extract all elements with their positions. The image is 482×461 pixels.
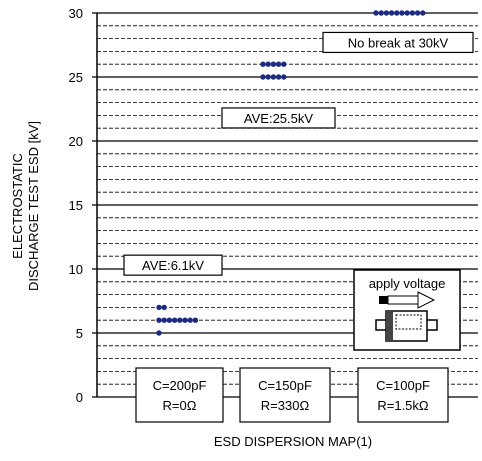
apply-voltage-label: apply voltage xyxy=(369,276,446,291)
annotations: AVE:6.1kV AVE:25.5kV No break at 30kV xyxy=(123,31,474,276)
data-point xyxy=(420,10,426,16)
category-resistance-label: R=0Ω xyxy=(163,398,197,413)
data-point xyxy=(394,10,400,16)
data-point xyxy=(187,317,193,323)
data-point xyxy=(177,317,183,323)
data-point xyxy=(409,10,416,16)
category-boxes: C=200pF R=0Ω C=150pF R=330Ω C=100pF R=1.5kΩ xyxy=(135,367,449,423)
data-point xyxy=(378,10,384,16)
data-point xyxy=(166,317,173,323)
y-tick-label: 20 xyxy=(69,134,83,149)
data-point xyxy=(192,317,199,323)
data-point xyxy=(265,74,271,80)
category-capacitance-label: C=100pF xyxy=(376,378,430,393)
data-point xyxy=(388,10,395,16)
y-tick-label: 5 xyxy=(76,326,83,341)
y-tick-label: 30 xyxy=(69,6,83,21)
annotation-label: AVE:6.1kV xyxy=(142,258,204,273)
y-axis-label-line1: ELECTROSTATIC xyxy=(10,153,25,259)
annotation-label: AVE:25.5kV xyxy=(244,111,313,126)
data-point xyxy=(275,61,282,67)
category-resistance-label: R=330Ω xyxy=(261,398,310,413)
category-box xyxy=(239,367,331,423)
data-point xyxy=(275,74,282,80)
data-points xyxy=(156,10,426,336)
data-point xyxy=(260,74,266,80)
data-point xyxy=(383,10,390,16)
annotation-label: No break at 30kV xyxy=(348,35,449,50)
category-box xyxy=(135,367,224,423)
data-point xyxy=(161,317,167,323)
data-point xyxy=(399,10,405,16)
y-tick-label: 25 xyxy=(69,70,83,85)
y-tick-label: 10 xyxy=(69,262,83,277)
category-capacitance-label: C=150pF xyxy=(258,378,312,393)
grid xyxy=(92,12,478,398)
data-point xyxy=(156,317,162,323)
category-capacitance-label: C=200pF xyxy=(153,378,207,393)
data-point xyxy=(404,10,410,16)
data-point xyxy=(156,330,162,336)
apply-voltage-inset: apply voltage xyxy=(353,269,461,351)
annotation-box xyxy=(221,107,336,129)
data-point xyxy=(260,61,266,67)
data-point xyxy=(270,61,277,67)
annotation-box xyxy=(322,31,474,54)
arrow-icon xyxy=(379,291,436,309)
y-axis-label-line2: DISCHARGE TEST ESD [kV] xyxy=(26,121,41,291)
y-tick-label: 15 xyxy=(69,198,83,213)
data-point xyxy=(171,317,178,323)
category-box xyxy=(357,367,449,423)
x-axis-label: ESD DISPERSION MAP(1) xyxy=(214,434,372,449)
y-tick-label: 0 xyxy=(76,390,83,405)
data-point xyxy=(182,317,188,323)
data-point xyxy=(270,74,277,80)
category-resistance-label: R=1.5kΩ xyxy=(377,398,429,413)
annotation-box xyxy=(123,254,223,276)
data-point xyxy=(156,304,162,311)
data-point xyxy=(281,61,287,67)
data-point xyxy=(414,10,421,16)
data-point xyxy=(265,61,271,67)
data-point xyxy=(161,304,167,311)
data-point xyxy=(281,74,287,80)
chip-icon xyxy=(375,310,438,342)
data-point xyxy=(373,10,379,16)
y-tick-labels: 0 5 10 15 20 25 30 xyxy=(69,6,83,405)
